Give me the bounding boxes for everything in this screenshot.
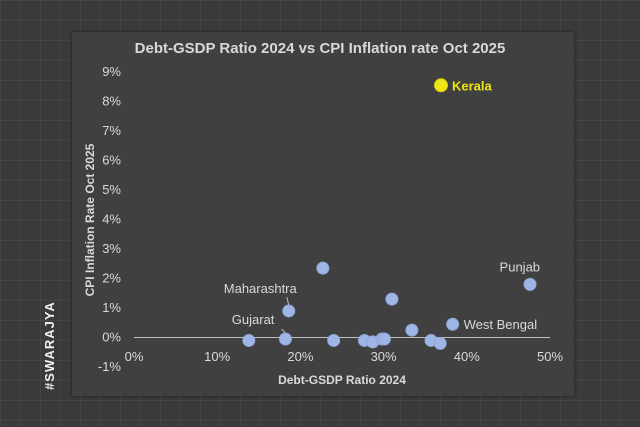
point-label: Punjab	[500, 259, 540, 274]
data-point	[278, 332, 292, 346]
y-tick-label: 2%	[102, 271, 121, 286]
leader-line	[281, 328, 286, 334]
x-tick-label: 10%	[204, 349, 230, 364]
chart-panel	[72, 32, 574, 396]
data-point	[377, 332, 391, 346]
y-tick-label: 4%	[102, 212, 121, 227]
leader-line	[286, 296, 290, 306]
y-tick-label: 7%	[102, 123, 121, 138]
point-label: Kerala	[452, 78, 493, 93]
data-point	[523, 277, 537, 291]
data-point	[282, 304, 296, 318]
y-tick-label: 8%	[102, 94, 121, 109]
chart-title: Debt-GSDP Ratio 2024 vs CPI Inflation ra…	[135, 40, 506, 57]
y-tick-label: 6%	[102, 153, 121, 168]
data-point	[433, 336, 447, 350]
data-point	[405, 323, 419, 337]
y-tick-label: 9%	[102, 64, 121, 79]
data-point	[385, 292, 399, 306]
data-point-highlight	[434, 78, 449, 93]
y-tick-label: 3%	[102, 241, 121, 256]
x-tick-label: 0%	[125, 349, 144, 364]
x-tick-label: 50%	[537, 349, 563, 364]
point-label: West Bengal	[464, 317, 538, 332]
x-axis-label: Debt-GSDP Ratio 2024	[278, 373, 406, 387]
point-label: Maharashtra	[224, 281, 298, 296]
y-tick-label: 1%	[102, 300, 121, 315]
data-point	[316, 261, 330, 275]
point-label: Gujarat	[232, 312, 275, 327]
x-tick-label: 20%	[287, 349, 313, 364]
x-tick-label: 40%	[454, 349, 480, 364]
y-tick-label: 0%	[102, 330, 121, 345]
data-point	[446, 317, 460, 331]
x-tick-label: 30%	[371, 349, 397, 364]
y-tick-label: 5%	[102, 182, 121, 197]
y-tick-label: -1%	[98, 359, 122, 374]
y-axis-label: CPI Inflation Rate Oct 2025	[83, 143, 97, 296]
data-point	[327, 333, 341, 347]
data-point	[242, 333, 256, 347]
